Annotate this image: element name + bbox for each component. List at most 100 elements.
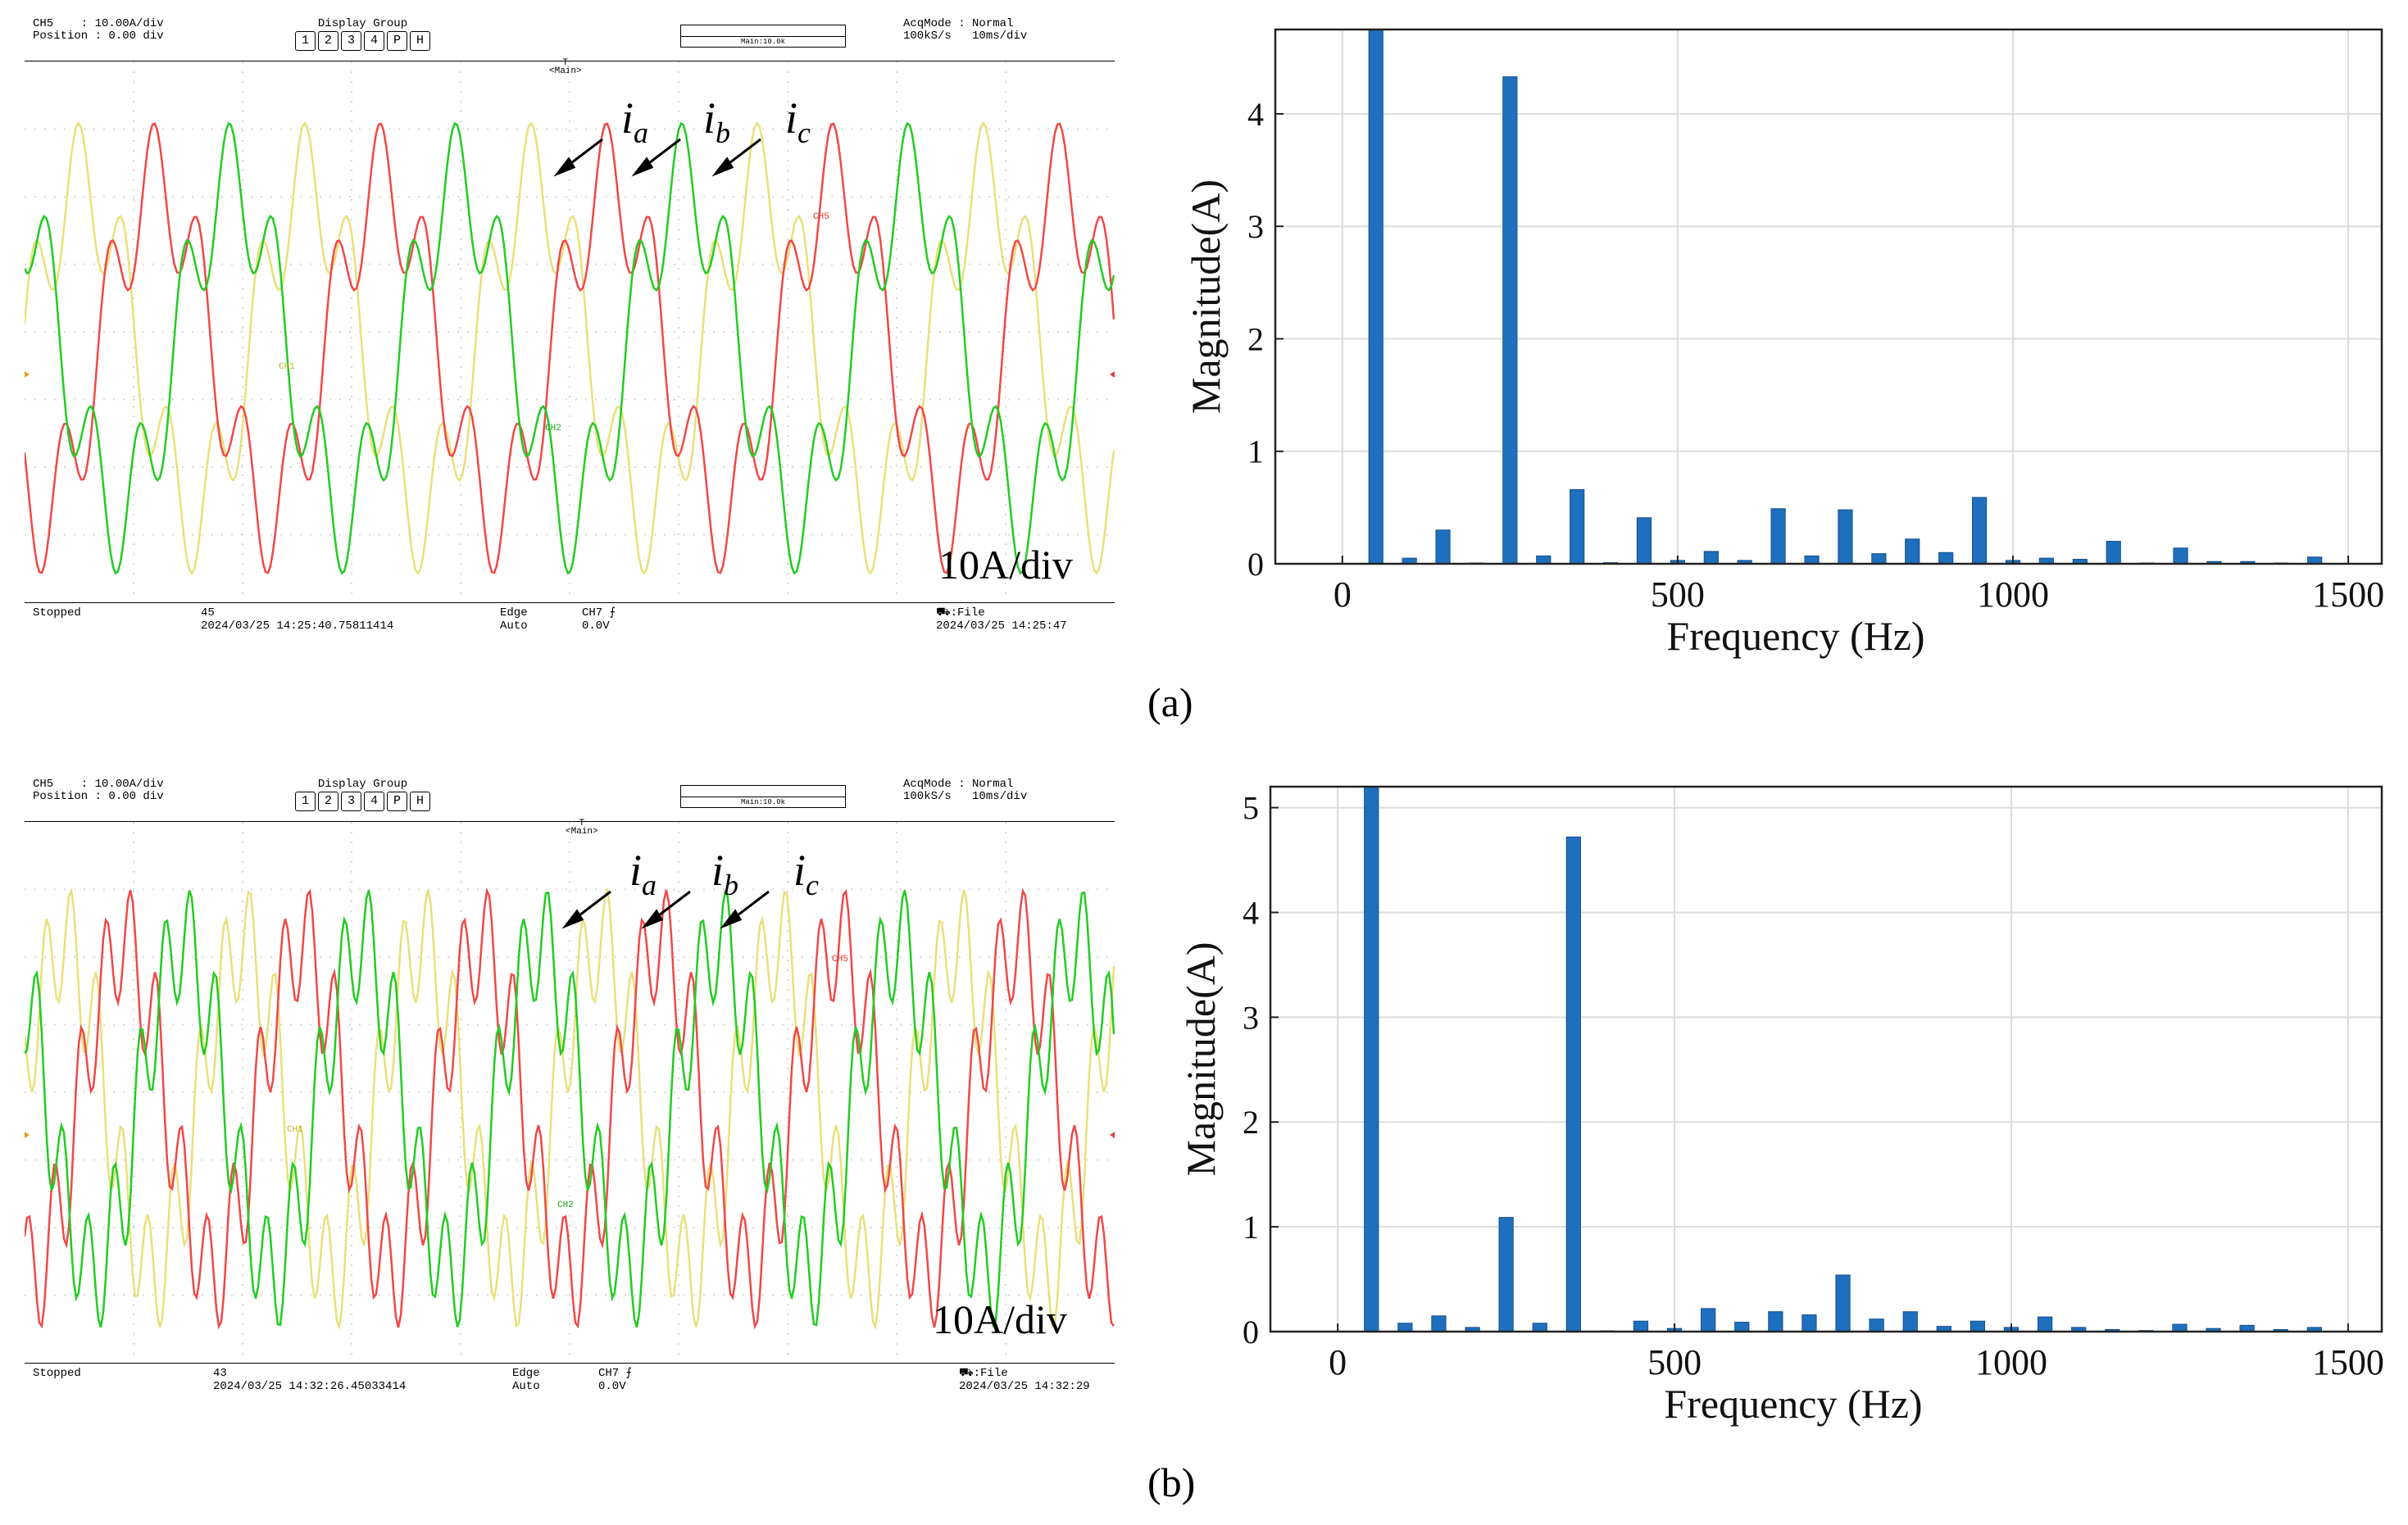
grid-dot <box>1106 1023 1108 1026</box>
display-group-button-4[interactable]: 4 <box>364 792 384 811</box>
grid-dot <box>939 196 941 197</box>
display-group-button-p[interactable]: P <box>387 792 407 811</box>
display-group-button-2[interactable]: 2 <box>318 31 338 51</box>
grid-dot <box>674 196 675 197</box>
display-group-button-p[interactable]: P <box>387 31 407 51</box>
grid-dot <box>351 91 352 93</box>
grid-dot <box>1005 406 1006 407</box>
grid-dot <box>1018 128 1020 130</box>
grid-dot <box>448 1092 449 1093</box>
grid-dot <box>896 573 897 574</box>
grid-dot <box>831 888 833 891</box>
grid-dot <box>44 331 46 333</box>
grid-dot <box>569 563 570 565</box>
status-stopped: Stopped <box>33 1367 81 1380</box>
grid-dot <box>929 331 931 333</box>
grid-dot <box>821 1092 823 1093</box>
grid-dot <box>654 1092 656 1093</box>
grid-dot <box>152 331 154 333</box>
grid-dot <box>1005 1156 1006 1158</box>
grid-dot <box>103 1227 105 1228</box>
grid-dot <box>896 901 897 902</box>
grid-dot <box>477 331 479 333</box>
grid-dot <box>625 1092 626 1093</box>
grid-dot <box>448 196 449 197</box>
grid-dot <box>192 956 193 958</box>
display-group-button-1[interactable]: 1 <box>295 792 316 811</box>
grid-dot <box>1005 832 1006 833</box>
grid-dot <box>569 533 570 535</box>
grid-dot <box>1047 1159 1049 1161</box>
grid-dot <box>34 1227 36 1228</box>
grid-dot <box>351 950 352 951</box>
grid-dot <box>25 533 26 536</box>
grid-dot <box>1008 331 1010 333</box>
grid-dot <box>743 1227 744 1228</box>
grid-dot <box>569 415 570 417</box>
grid-dot <box>566 196 567 197</box>
grid-dot <box>93 956 95 958</box>
grid-dot <box>103 263 105 266</box>
grid-dot <box>152 1294 154 1296</box>
grid-dot <box>1106 128 1108 130</box>
grid-dot <box>34 1159 36 1161</box>
grid-dot <box>460 881 461 883</box>
grid-dot <box>74 128 75 130</box>
grid-dot <box>787 337 788 338</box>
grid-dot <box>369 956 370 958</box>
grid-dot <box>1028 196 1029 197</box>
display-group-button-2[interactable]: 2 <box>318 792 338 811</box>
grid-dot <box>1005 140 1006 142</box>
grid-dot <box>949 1023 951 1026</box>
grid-dot <box>782 1092 784 1093</box>
grid-dot <box>351 435 352 437</box>
grid-dot <box>988 1227 990 1228</box>
grid-dot <box>123 1227 125 1228</box>
grid-dot <box>242 160 243 161</box>
grid-dot <box>733 263 734 266</box>
grid-dot <box>152 398 154 401</box>
grid-dot <box>467 331 469 333</box>
grid-dot <box>569 1323 570 1325</box>
grid-dot <box>569 1314 570 1315</box>
grid-dot <box>678 199 679 201</box>
grid-dot <box>261 331 262 333</box>
display-group-button-3[interactable]: 3 <box>341 792 361 811</box>
display-group-button-1[interactable]: 1 <box>295 31 316 51</box>
grid-dot <box>979 533 980 536</box>
grid-dot <box>310 956 311 958</box>
grid-dot <box>93 1159 95 1161</box>
grid-dot <box>1028 1227 1029 1228</box>
grid-dot <box>202 956 203 958</box>
grid-dot <box>1028 128 1029 130</box>
grid-dot <box>133 940 134 942</box>
grid-dot <box>516 196 518 197</box>
display-group-button-h[interactable]: H <box>410 31 430 51</box>
grid-dot <box>896 514 897 515</box>
grid-dot <box>242 455 243 456</box>
grid-dot <box>34 398 36 401</box>
grid-dot <box>841 956 843 958</box>
grid-dot <box>221 128 223 130</box>
grid-dot <box>787 307 788 309</box>
grid-dot <box>678 150 679 152</box>
grid-dot <box>351 1117 352 1119</box>
display-group-button-h[interactable]: H <box>410 792 430 811</box>
grid-dot <box>762 888 764 891</box>
grid-dot <box>448 331 449 333</box>
grid-dot <box>460 209 461 211</box>
grid-dot <box>64 1092 66 1093</box>
grid-dot <box>242 140 243 142</box>
grid-dot <box>460 445 461 447</box>
grid-dot <box>664 196 666 197</box>
zoom-window: Main:10.0k <box>680 25 846 48</box>
main-marker: <Main> <box>549 66 582 76</box>
grid-dot <box>172 128 174 130</box>
grid-dot <box>54 398 56 401</box>
display-group-button-4[interactable]: 4 <box>364 31 384 51</box>
display-group-button-3[interactable]: 3 <box>341 31 361 51</box>
grid-dot <box>339 1227 341 1228</box>
grid-dot <box>351 891 352 892</box>
grid-dot <box>398 1227 400 1228</box>
grid-dot <box>467 263 469 266</box>
